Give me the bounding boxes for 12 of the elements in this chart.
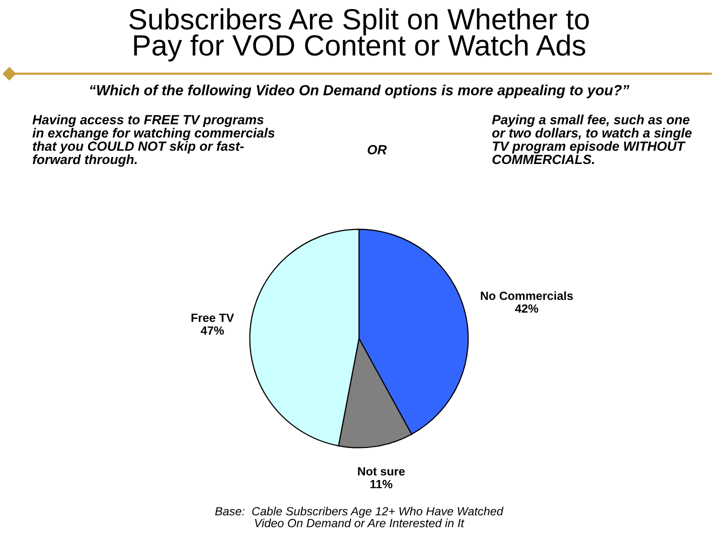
chart-title: Subscribers Are Split on Whether to Pay for VOD Content or Watch Ads [129, 8, 589, 62]
data-label: 11% [370, 480, 392, 488]
text: OR [368, 145, 387, 154]
slice-label: Not sure [358, 467, 405, 476]
text: Paying a small fee, such as one or two dollars, to watch a single TV program episode WITHOUT COMMERCIALS. [492, 114, 692, 164]
data-label: 42% [515, 304, 538, 313]
data-label: 47% [200, 326, 224, 335]
text: Having access to FREE TV programs in exchange for watching commercials that you COULD NOT skip or fast- forward through. [32, 114, 275, 167]
chart-subtitle: “Which of the following Video On Demand options is more appealing to you?” [90, 84, 630, 98]
text: Base: Cable Subscribers Age 12+ Who Have Watched Video On Demand or Are Interested in It [215, 506, 504, 528]
slice-label: Free TV [192, 314, 234, 322]
slice-label: No Commercials [480, 291, 573, 300]
